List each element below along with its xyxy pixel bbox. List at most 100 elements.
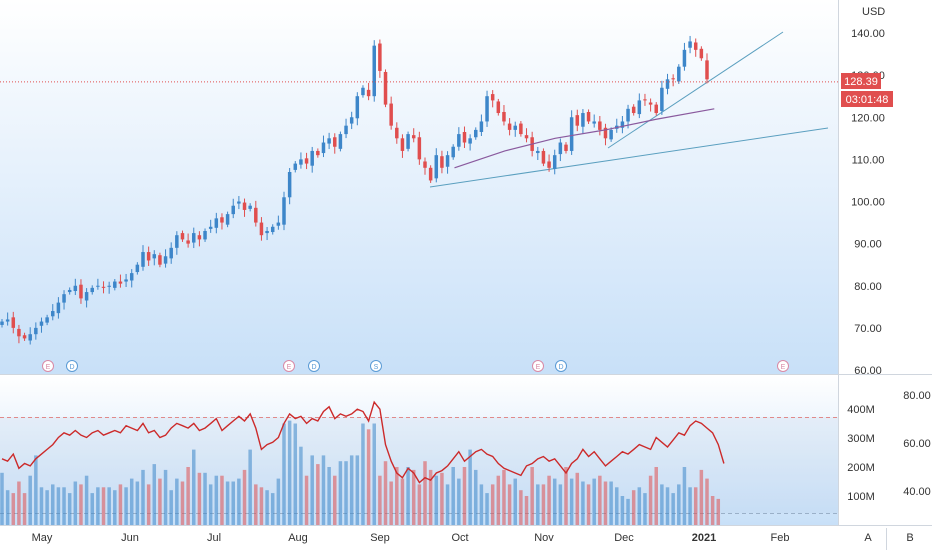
candle-body — [457, 134, 461, 147]
candle — [90, 285, 94, 295]
event-marker-d[interactable]: D — [66, 360, 78, 372]
candle-body — [141, 252, 145, 267]
candle-body — [474, 129, 478, 138]
currency-label: USD — [862, 6, 885, 18]
candle-body — [609, 129, 613, 140]
candle — [163, 249, 168, 268]
volume-bar — [310, 455, 314, 525]
candle-body — [158, 255, 162, 265]
candle — [118, 274, 123, 288]
volume-bar — [259, 487, 264, 525]
candle-body — [564, 144, 568, 151]
volume-tick-label: 400M — [847, 404, 875, 416]
axes: 60.0070.0080.0090.00100.00110.00120.0013… — [32, 28, 931, 544]
volume-bar — [299, 446, 303, 525]
candle-body — [603, 127, 608, 139]
volume-bar — [485, 493, 489, 525]
candle-body — [152, 254, 157, 259]
candle-body — [282, 197, 286, 225]
candle — [400, 134, 405, 158]
volume-bar — [129, 478, 134, 525]
candle — [411, 128, 416, 143]
candle — [107, 281, 111, 294]
candle — [688, 35, 692, 54]
event-marker-e[interactable]: E — [42, 360, 54, 372]
candle — [592, 114, 596, 128]
candle-body — [45, 317, 49, 323]
volume-bar — [395, 467, 399, 525]
volume-bar — [598, 475, 602, 525]
candle — [135, 262, 140, 275]
candle-body — [372, 45, 376, 97]
candle-body — [490, 94, 495, 101]
candle — [626, 104, 630, 129]
volume-bar — [175, 478, 179, 525]
volume-bar — [434, 475, 439, 525]
event-marker-e[interactable]: E — [777, 360, 789, 372]
price-axis-background — [838, 0, 932, 374]
candle-body — [270, 226, 275, 233]
candle-body — [208, 226, 213, 229]
volume-bar — [451, 467, 455, 525]
candle-body — [129, 273, 134, 281]
event-marker-s[interactable]: S — [370, 360, 382, 372]
event-marker-e[interactable]: E — [532, 360, 544, 372]
event-marker-letter: E — [287, 364, 292, 371]
event-marker-d[interactable]: D — [555, 360, 567, 372]
candle — [67, 287, 72, 295]
candle — [333, 133, 337, 154]
candle — [186, 233, 190, 248]
candle — [84, 288, 89, 308]
candle-body — [643, 99, 647, 101]
candle-body — [192, 233, 196, 243]
candle — [5, 312, 10, 326]
candle — [270, 224, 275, 235]
volume-bar — [282, 423, 286, 525]
candle — [502, 105, 506, 126]
candle — [304, 152, 309, 170]
volume-series — [0, 420, 721, 525]
event-marker-letter: D — [311, 364, 316, 371]
price-tick-label: 120.00 — [851, 112, 885, 124]
volume-bar — [28, 475, 32, 525]
candle-body — [383, 71, 388, 105]
candle-body — [67, 289, 72, 293]
candle — [654, 102, 658, 116]
volume-tick-label: 300M — [847, 433, 875, 445]
candle-body — [287, 172, 292, 198]
trendlines[interactable] — [429, 31, 829, 188]
time-tick-label: Jun — [121, 532, 139, 544]
candle — [113, 279, 117, 291]
volume-bar — [671, 493, 675, 525]
event-marker-e[interactable]: E — [283, 360, 295, 372]
volume-bar — [225, 481, 230, 525]
candle — [141, 245, 145, 271]
candle-body — [79, 284, 83, 299]
event-marker-circle — [777, 360, 789, 372]
corner-button-b[interactable]: B — [906, 532, 913, 544]
candle-body — [203, 230, 207, 240]
volume-bar — [152, 464, 157, 525]
event-marker-letter: E — [781, 364, 786, 371]
candle — [0, 319, 4, 328]
candle — [17, 324, 21, 344]
volume-bar — [490, 484, 495, 525]
candle — [355, 92, 360, 126]
candle — [547, 154, 551, 172]
event-marker-d[interactable]: D — [308, 360, 320, 372]
candle-body — [124, 279, 128, 282]
candle — [406, 131, 410, 152]
volume-bar — [536, 484, 540, 525]
volume-bar — [423, 461, 427, 525]
volume-bar — [62, 487, 66, 525]
volume-bar — [693, 487, 698, 525]
trendline-upper[interactable] — [607, 31, 784, 149]
volume-bar — [141, 469, 145, 525]
candle — [581, 109, 585, 134]
candle-body — [11, 317, 16, 328]
trendline-lower[interactable] — [429, 127, 829, 188]
volume-bar — [496, 475, 501, 525]
corner-button-a[interactable]: A — [864, 532, 872, 544]
